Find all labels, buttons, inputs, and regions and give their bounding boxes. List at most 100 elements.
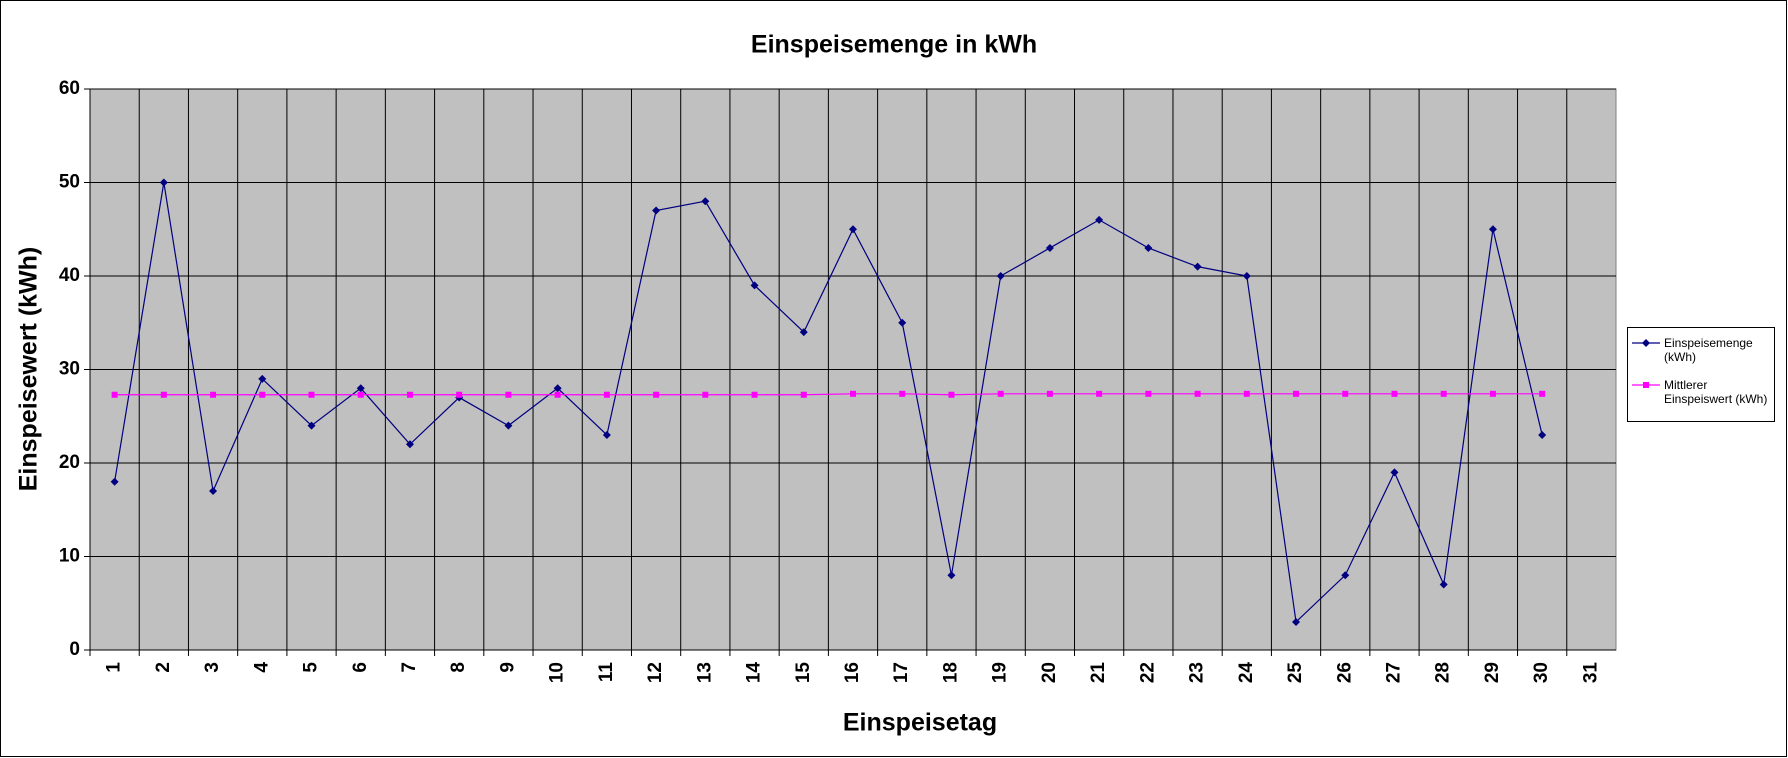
marker bbox=[1440, 390, 1447, 397]
marker bbox=[210, 391, 217, 398]
marker bbox=[111, 391, 118, 398]
x-tick-label: 28 bbox=[1433, 662, 1454, 683]
x-tick-label: 24 bbox=[1236, 662, 1257, 684]
marker bbox=[1046, 390, 1053, 397]
marker bbox=[406, 391, 413, 398]
y-tick-label: 30 bbox=[59, 359, 80, 380]
marker bbox=[259, 391, 266, 398]
legend-marker bbox=[1642, 339, 1650, 347]
marker bbox=[603, 391, 610, 398]
marker bbox=[1390, 468, 1399, 477]
marker bbox=[1391, 390, 1398, 397]
marker bbox=[751, 391, 758, 398]
marker bbox=[159, 178, 168, 187]
marker bbox=[1489, 390, 1496, 397]
marker bbox=[456, 391, 463, 398]
marker bbox=[110, 477, 119, 486]
x-tick-label: 21 bbox=[1088, 662, 1109, 684]
marker bbox=[1194, 390, 1201, 397]
x-axis-title: Einspeisetag bbox=[843, 709, 997, 737]
marker bbox=[750, 281, 759, 290]
legend-marker bbox=[1643, 382, 1649, 388]
marker bbox=[996, 272, 1005, 280]
x-tick-label: 30 bbox=[1531, 662, 1552, 683]
marker bbox=[899, 390, 906, 397]
marker bbox=[356, 384, 365, 393]
x-tick-label: 8 bbox=[448, 662, 469, 673]
x-tick-label: 27 bbox=[1383, 662, 1404, 683]
marker bbox=[849, 225, 857, 234]
marker bbox=[1539, 390, 1546, 397]
marker bbox=[307, 421, 316, 430]
marker bbox=[947, 571, 956, 580]
x-tick-label: 22 bbox=[1137, 662, 1158, 683]
y-tick-label: 10 bbox=[59, 546, 80, 567]
marker bbox=[701, 197, 710, 206]
marker bbox=[1293, 390, 1300, 397]
marker bbox=[505, 391, 512, 398]
marker bbox=[702, 391, 709, 398]
marker bbox=[308, 391, 315, 398]
x-tick-label: 6 bbox=[350, 662, 371, 673]
x-tick-label: 1 bbox=[104, 662, 125, 673]
x-tick-label: 10 bbox=[547, 662, 568, 683]
marker bbox=[997, 390, 1004, 397]
x-tick-label: 20 bbox=[1039, 662, 1060, 683]
x-tick-label: 25 bbox=[1285, 662, 1306, 684]
x-tick-label: 2 bbox=[153, 662, 174, 673]
marker bbox=[898, 318, 907, 327]
x-tick-label: 29 bbox=[1482, 662, 1503, 683]
marker bbox=[258, 374, 267, 383]
x-tick-label: 4 bbox=[251, 662, 272, 673]
marker bbox=[405, 440, 414, 449]
marker bbox=[1488, 225, 1497, 234]
legend-symbol bbox=[1632, 382, 1660, 388]
marker bbox=[1095, 215, 1104, 224]
marker bbox=[1342, 390, 1349, 397]
y-tick-label: 0 bbox=[69, 639, 80, 660]
marker bbox=[1144, 243, 1153, 252]
x-tick-label: 17 bbox=[891, 662, 912, 683]
x-tick-label: 31 bbox=[1580, 662, 1601, 684]
x-tick-label: 9 bbox=[497, 662, 518, 673]
marker bbox=[1538, 430, 1547, 439]
x-tick-label: 14 bbox=[744, 662, 765, 684]
x-tick-label: 12 bbox=[645, 662, 666, 683]
marker bbox=[1439, 580, 1448, 589]
y-tick-label: 50 bbox=[59, 172, 80, 193]
marker bbox=[160, 391, 167, 398]
marker bbox=[850, 390, 856, 397]
x-tick-label: 13 bbox=[694, 662, 715, 683]
marker bbox=[1045, 243, 1054, 252]
marker bbox=[1242, 272, 1251, 280]
x-tick-label: 26 bbox=[1334, 662, 1355, 683]
legend-symbol bbox=[1632, 339, 1660, 347]
chart-title: Einspeisemenge in kWh bbox=[751, 31, 1037, 59]
x-tick-label: 23 bbox=[1187, 662, 1208, 683]
marker bbox=[653, 391, 660, 398]
marker bbox=[554, 391, 561, 398]
legend-label: Einspeisemenge (kWh) bbox=[1664, 336, 1753, 364]
marker bbox=[1341, 571, 1350, 580]
x-tick-label: 11 bbox=[596, 662, 617, 683]
x-tick-label: 3 bbox=[202, 662, 223, 673]
x-tick-label: 15 bbox=[793, 662, 814, 684]
marker bbox=[652, 206, 661, 215]
marker bbox=[553, 384, 562, 393]
marker bbox=[1292, 617, 1301, 626]
marker bbox=[1096, 390, 1103, 397]
legend: Einspeisemenge (kWh) Mittlerer Einspeiswe… bbox=[1627, 327, 1775, 422]
marker bbox=[1193, 262, 1202, 271]
legend-label: Mittlerer Einspeiswert (kWh) bbox=[1664, 378, 1768, 406]
legend-swatch bbox=[1632, 338, 1660, 348]
marker bbox=[504, 421, 513, 430]
x-tick-label: 19 bbox=[990, 662, 1011, 683]
legend-swatch bbox=[1632, 380, 1660, 390]
marker bbox=[799, 328, 808, 337]
series-line bbox=[114, 393, 1543, 396]
x-tick-label: 7 bbox=[399, 662, 420, 673]
y-tick-label: 20 bbox=[59, 452, 80, 473]
x-tick-label: 5 bbox=[301, 662, 322, 673]
marker bbox=[602, 430, 611, 439]
